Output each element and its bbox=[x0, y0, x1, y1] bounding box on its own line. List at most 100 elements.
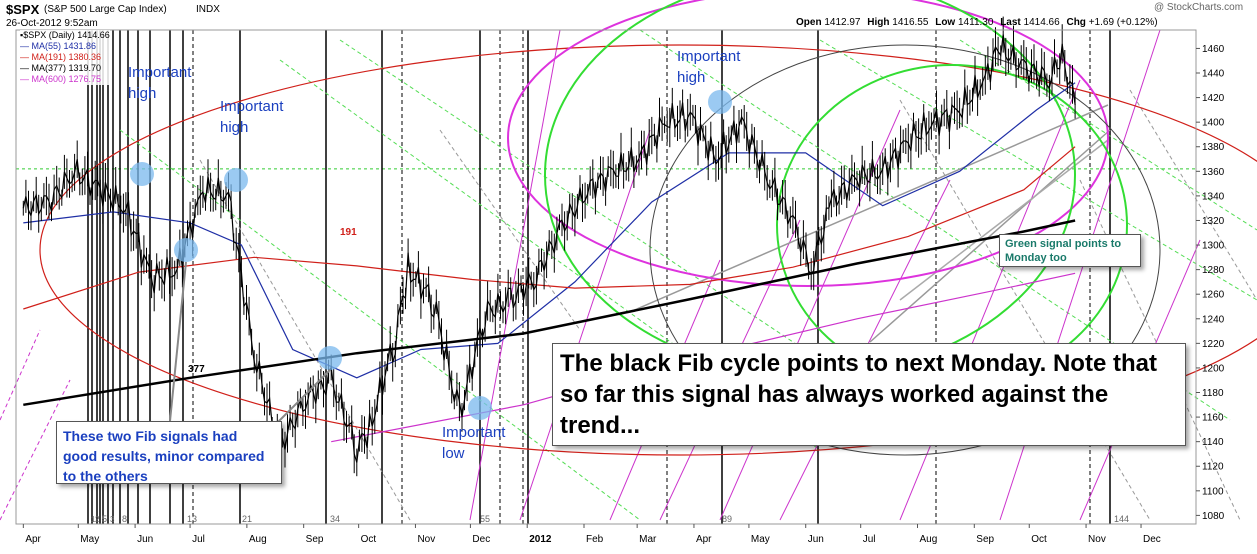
date-label: 26-Oct-2012 9:52am bbox=[6, 18, 98, 29]
important-low-note: Important low bbox=[442, 424, 506, 462]
x-tick-label: Apr bbox=[25, 534, 41, 545]
green-signal-callout: Green signal points to Monday too bbox=[999, 234, 1141, 267]
cycle-number: 8 bbox=[122, 514, 127, 524]
ohlc-low-label: Low bbox=[935, 17, 956, 28]
y-tick-label: 1160 bbox=[1202, 413, 1224, 424]
red-cycle-ellipse bbox=[39, 44, 1257, 456]
y-tick-label: 1340 bbox=[1202, 191, 1225, 202]
signal-circle bbox=[130, 162, 154, 186]
guide-line bbox=[0, 329, 41, 421]
x-tick-label: Sep bbox=[306, 534, 324, 545]
watermark: @ StockCharts.com bbox=[1154, 2, 1244, 13]
x-tick-label: Nov bbox=[1088, 534, 1106, 545]
ma-line-ma55 bbox=[23, 82, 1076, 379]
trend-line bbox=[869, 129, 1111, 343]
cycle-number-small: 1 bbox=[91, 515, 96, 524]
x-tick-label: Mar bbox=[639, 534, 657, 545]
ohlc-high-value: 1416.55 bbox=[892, 17, 929, 28]
signal-circle bbox=[224, 168, 248, 192]
symbol-name: (S&P 500 Large Cap Index) bbox=[44, 4, 167, 15]
y-tick-label: 1420 bbox=[1202, 93, 1225, 104]
legend: ▪$SPX (Daily) 1414.66 — MA(55) 1431.86 —… bbox=[20, 30, 110, 85]
x-tick-label: May bbox=[80, 534, 99, 545]
y-tick-label: 1360 bbox=[1202, 167, 1225, 178]
x-tick-label: Jul bbox=[192, 534, 205, 545]
cycle-number: 13 bbox=[187, 514, 197, 524]
cycle-number: 89 bbox=[722, 514, 732, 524]
x-tick-label: Aug bbox=[919, 534, 937, 545]
y-tick-label: 1440 bbox=[1202, 69, 1225, 80]
cycle-number-small: 3 bbox=[110, 515, 115, 524]
callout-pointer bbox=[269, 369, 331, 431]
y-tick-label: 1400 bbox=[1202, 118, 1225, 129]
x-tick-label: Sep bbox=[976, 534, 994, 545]
important-high-note-1: Important high bbox=[128, 64, 192, 102]
cycle-number: 21 bbox=[242, 514, 252, 524]
y-tick-label: 1100 bbox=[1202, 486, 1224, 497]
legend-item-ma600: — MA(600) 1276.75 bbox=[20, 74, 102, 84]
ohlc-chg-value: +1.69 (+0.12%) bbox=[1088, 17, 1158, 28]
guide-line bbox=[469, 29, 561, 521]
exchange-label: INDX bbox=[196, 4, 220, 15]
x-tick-label: Oct bbox=[1031, 534, 1047, 545]
cycle-number: 5 bbox=[102, 514, 107, 524]
legend-item-ma377: — MA(377) 1319.70 bbox=[20, 63, 102, 73]
plot-frame bbox=[15, 29, 1197, 525]
guide-line bbox=[899, 99, 1151, 521]
callout-pointer bbox=[169, 261, 187, 422]
black-cycle-ellipse bbox=[649, 44, 1161, 456]
guide-line bbox=[339, 39, 941, 441]
ohlc-readout: Open 1412.97 High 1416.55 Low 1411.30 La… bbox=[796, 17, 1158, 28]
y-tick-label: 1080 bbox=[1202, 511, 1225, 522]
symbol-title: $SPX bbox=[6, 2, 40, 17]
trend-line bbox=[899, 139, 1109, 301]
y-tick-label: 1280 bbox=[1202, 265, 1225, 276]
x-tick-label: Nov bbox=[417, 534, 435, 545]
ma-line-ma191 bbox=[23, 146, 1076, 310]
y-tick-label: 1140 bbox=[1202, 437, 1224, 448]
ohlc-open-value: 1412.97 bbox=[824, 17, 861, 28]
black-fib-callout: The black Fib cycle points to next Monda… bbox=[552, 343, 1186, 446]
x-tick-label: Jun bbox=[137, 534, 153, 545]
ma191-label: 191 bbox=[340, 227, 357, 238]
y-tick-label: 1320 bbox=[1202, 216, 1225, 227]
signal-circle bbox=[318, 346, 342, 370]
ma377-label: 377 bbox=[188, 364, 205, 375]
guide-line bbox=[1129, 89, 1257, 301]
chart-header: $SPX (S&P 500 Large Cap Index) INDX 26-O… bbox=[6, 0, 1251, 30]
x-tick-label: Jun bbox=[808, 534, 824, 545]
y-tick-label: 1220 bbox=[1202, 339, 1225, 350]
y-tick-label: 1180 bbox=[1202, 388, 1224, 399]
important-high-note-2: Important high bbox=[220, 98, 284, 136]
y-tick-label: 1240 bbox=[1202, 314, 1225, 325]
cycle-number-small: 2 bbox=[95, 515, 100, 524]
x-tick-label: Dec bbox=[472, 534, 490, 545]
guide-line bbox=[819, 39, 1257, 301]
ohlc-last-label: Last bbox=[1000, 17, 1021, 28]
ohlc-last-value: 1414.66 bbox=[1023, 17, 1060, 28]
ohlc-open-label: Open bbox=[796, 17, 822, 28]
ohlc-chg-label: Chg bbox=[1066, 17, 1086, 28]
cycle-number: 55 bbox=[480, 514, 490, 524]
x-tick-label: Jul bbox=[863, 534, 876, 545]
guide-line bbox=[999, 29, 1161, 521]
guide-line bbox=[899, 79, 1081, 521]
trend-line bbox=[629, 104, 1109, 313]
x-tick-label: Feb bbox=[586, 534, 604, 545]
x-tick-label: May bbox=[751, 534, 770, 545]
y-tick-label: 1300 bbox=[1202, 241, 1225, 252]
x-tick-label: Aug bbox=[249, 534, 267, 545]
magenta-cycle-ellipse bbox=[507, 0, 1109, 287]
ohlc-high-label: High bbox=[867, 17, 890, 28]
legend-item-ma55: — MA(55) 1431.86 bbox=[20, 41, 97, 51]
x-tick-label: Apr bbox=[696, 534, 712, 545]
cycle-number: 144 bbox=[1114, 514, 1129, 524]
cycle-number: 34 bbox=[330, 514, 340, 524]
y-tick-label: 1260 bbox=[1202, 290, 1225, 301]
y-tick-label: 1200 bbox=[1202, 363, 1225, 374]
guide-line bbox=[519, 129, 651, 521]
signal-circle bbox=[174, 238, 198, 262]
legend-item-ma191: — MA(191) 1380.36 bbox=[20, 52, 102, 62]
y-tick-label: 1460 bbox=[1202, 44, 1225, 55]
